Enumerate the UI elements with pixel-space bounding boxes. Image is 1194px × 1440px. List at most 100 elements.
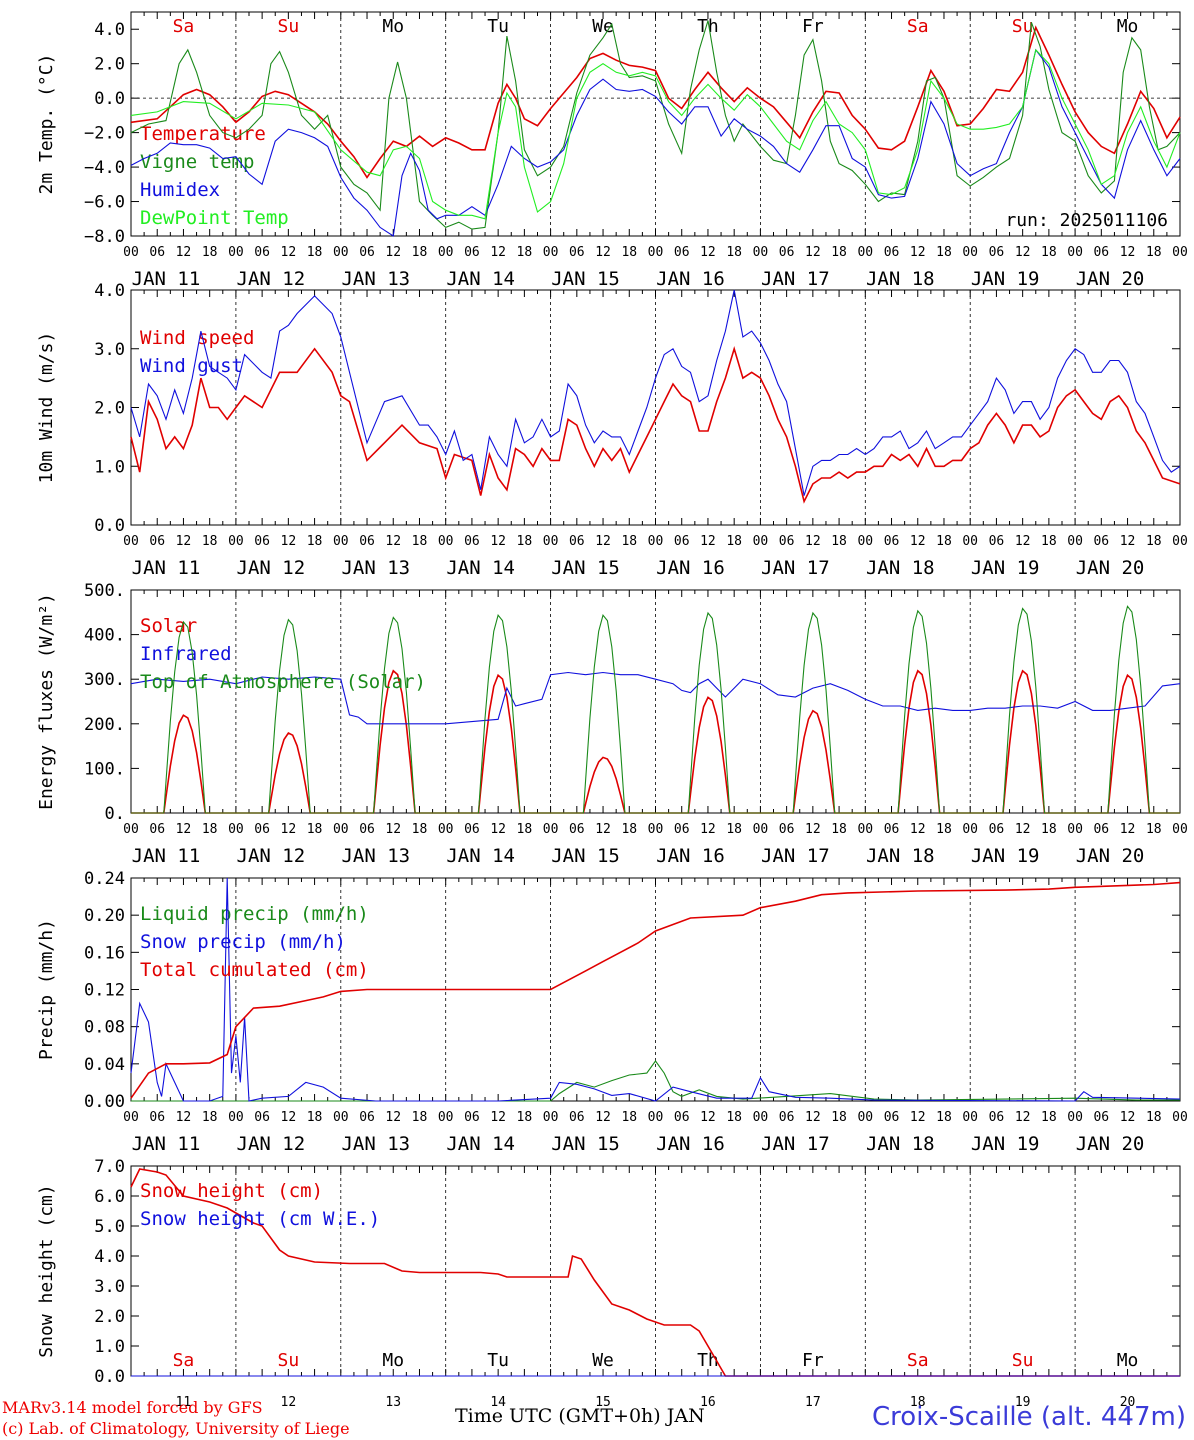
hour-tick-label: 12 xyxy=(1120,1110,1136,1125)
hour-tick-label: 18 xyxy=(1146,1110,1162,1125)
date-label: JAN 19 xyxy=(971,557,1040,579)
weekday-label: Tu xyxy=(487,16,509,37)
hour-tick-label: 00 xyxy=(543,245,559,260)
y-tick-label: 0.24 xyxy=(84,869,125,889)
hour-tick-label: 06 xyxy=(569,1110,585,1125)
date-label: JAN 15 xyxy=(551,845,620,867)
y-tick-label: 400. xyxy=(84,626,125,646)
hour-tick-label: 12 xyxy=(910,245,926,260)
y-tick-label: 4.0 xyxy=(94,1247,125,1267)
hour-tick-label: 00 xyxy=(228,1110,244,1125)
date-label: JAN 19 xyxy=(971,1133,1040,1155)
series-line xyxy=(130,346,1181,504)
date-label: JAN 14 xyxy=(446,1133,515,1155)
y-tick-label: 0.0 xyxy=(94,1367,125,1387)
hour-tick-label: 12 xyxy=(910,534,926,549)
hour-tick-label: 06 xyxy=(149,534,165,549)
hour-tick-label: 18 xyxy=(517,534,533,549)
hour-tick-label: 00 xyxy=(648,534,664,549)
weekday-label: Fr xyxy=(802,16,824,37)
series-line xyxy=(130,20,1181,230)
hour-tick-label: 00 xyxy=(648,822,664,837)
hour-tick-label: 18 xyxy=(307,1110,323,1125)
date-label: JAN 13 xyxy=(341,268,410,290)
date-label: JAN 11 xyxy=(132,845,201,867)
y-tick-label: 0. xyxy=(105,804,125,824)
date-label: JAN 16 xyxy=(656,1133,725,1155)
hour-tick-label: 00 xyxy=(1172,822,1188,837)
hour-tick-label: 00 xyxy=(753,822,769,837)
hour-tick-label: 06 xyxy=(569,245,585,260)
y-tick-label: 4.0 xyxy=(94,20,125,40)
hour-tick-label: 00 xyxy=(1172,534,1188,549)
date-label: JAN 17 xyxy=(761,1133,830,1155)
hour-tick-label: 00 xyxy=(753,534,769,549)
hour-tick-label: 06 xyxy=(1093,534,1109,549)
hour-tick-label: 00 xyxy=(543,1110,559,1125)
hour-tick-label: 18 xyxy=(726,245,742,260)
hour-tick-label: 18 xyxy=(726,1110,742,1125)
day-number-label: 15 xyxy=(595,1395,611,1410)
hour-tick-label: 12 xyxy=(910,1110,926,1125)
day-number-label: 11 xyxy=(176,1395,192,1410)
weekday-label: Mo xyxy=(1117,16,1139,37)
hour-tick-label: 18 xyxy=(936,822,952,837)
hour-tick-label: 18 xyxy=(412,1110,428,1125)
panel-3: 500. 400. 300. 200. 100. 0. Energy fluxes (W/m… xyxy=(36,581,1188,867)
series-line xyxy=(130,289,1181,496)
legend-entry: Infrared xyxy=(140,643,232,665)
hour-tick-label: 00 xyxy=(753,1110,769,1125)
hour-tick-label: 06 xyxy=(254,245,270,260)
hour-tick-label: 12 xyxy=(490,534,506,549)
date-label: JAN 17 xyxy=(761,845,830,867)
date-label: JAN 18 xyxy=(866,268,935,290)
y-tick-label: −4.0 xyxy=(84,158,125,178)
y-axis-label: 2m Temp. (°C) xyxy=(36,54,57,195)
panel-4: 0.24 0.20 0.16 0.12 0.08 0.04 0.00 Precip (mm/h… xyxy=(36,869,1188,1155)
weekday-label: Sa xyxy=(907,1350,929,1371)
hour-tick-label: 12 xyxy=(595,1110,611,1125)
series-line xyxy=(130,48,1181,220)
hour-tick-label: 12 xyxy=(700,822,716,837)
hour-tick-label: 06 xyxy=(149,245,165,260)
date-label: JAN 18 xyxy=(866,1133,935,1155)
hour-tick-label: 06 xyxy=(464,1110,480,1125)
hour-tick-label: 12 xyxy=(385,1110,401,1125)
series-line xyxy=(130,1168,1180,1377)
day-number-label: 14 xyxy=(490,1395,506,1410)
date-label: JAN 15 xyxy=(551,557,620,579)
hour-tick-label: 06 xyxy=(884,1110,900,1125)
hour-tick-label: 06 xyxy=(779,245,795,260)
hour-tick-label: 00 xyxy=(1067,245,1083,260)
hour-tick-label: 00 xyxy=(438,822,454,837)
date-label: JAN 15 xyxy=(551,268,620,290)
hour-tick-label: 00 xyxy=(857,1110,873,1125)
hour-tick-label: 06 xyxy=(989,245,1005,260)
series-line xyxy=(131,1060,1180,1102)
y-tick-label: 7.0 xyxy=(94,1157,125,1177)
hour-tick-label: 06 xyxy=(149,822,165,837)
y-tick-label: 300. xyxy=(84,670,125,690)
date-label: JAN 14 xyxy=(446,557,515,579)
day-number-label: 20 xyxy=(1120,1395,1136,1410)
hour-tick-label: 00 xyxy=(123,1110,139,1125)
hour-tick-label: 18 xyxy=(621,245,637,260)
hour-tick-label: 00 xyxy=(1067,534,1083,549)
y-tick-label: 500. xyxy=(84,581,125,601)
hour-tick-label: 12 xyxy=(595,534,611,549)
hour-tick-label: 00 xyxy=(1172,1110,1188,1125)
hour-tick-label: 00 xyxy=(648,1110,664,1125)
hour-tick-label: 12 xyxy=(176,245,192,260)
hour-tick-label: 12 xyxy=(176,1110,192,1125)
y-tick-label: 200. xyxy=(84,715,125,735)
y-tick-label: 0.20 xyxy=(84,906,125,926)
weekday-label: Su xyxy=(278,16,300,37)
date-label: JAN 18 xyxy=(866,845,935,867)
date-label: JAN 14 xyxy=(446,845,515,867)
day-number-label: 12 xyxy=(281,1395,297,1410)
weekday-label: Fr xyxy=(802,1350,824,1371)
hour-tick-label: 06 xyxy=(359,245,375,260)
hour-tick-label: 00 xyxy=(753,245,769,260)
hour-tick-label: 18 xyxy=(202,822,218,837)
day-number-label: 18 xyxy=(910,1395,926,1410)
